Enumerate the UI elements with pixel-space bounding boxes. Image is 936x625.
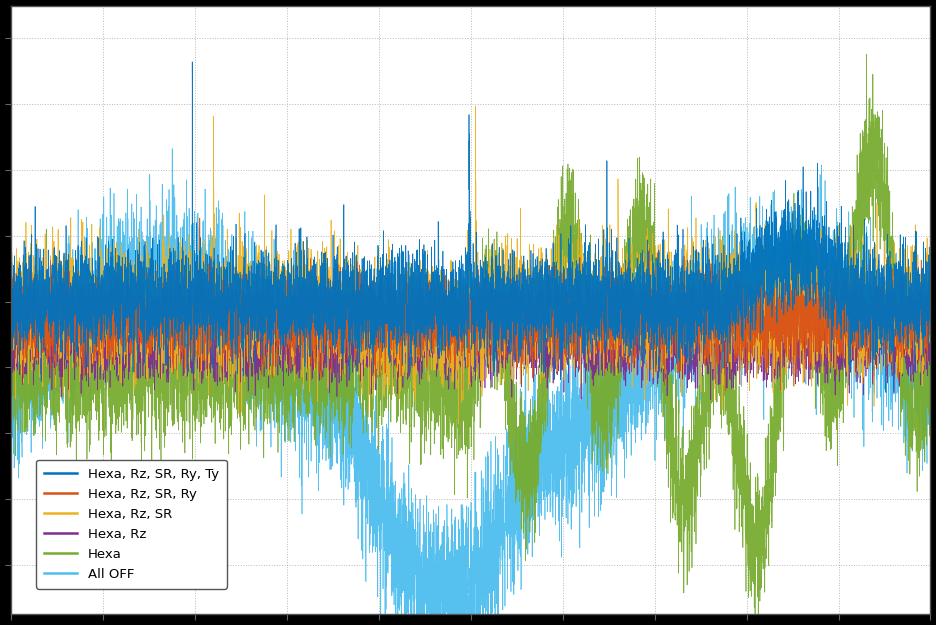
Legend: Hexa, Rz, SR, Ry, Ty, Hexa, Rz, SR, Ry, Hexa, Rz, SR, Hexa, Rz, Hexa, All OFF: Hexa, Rz, SR, Ry, Ty, Hexa, Rz, SR, Ry, … (37, 459, 227, 589)
